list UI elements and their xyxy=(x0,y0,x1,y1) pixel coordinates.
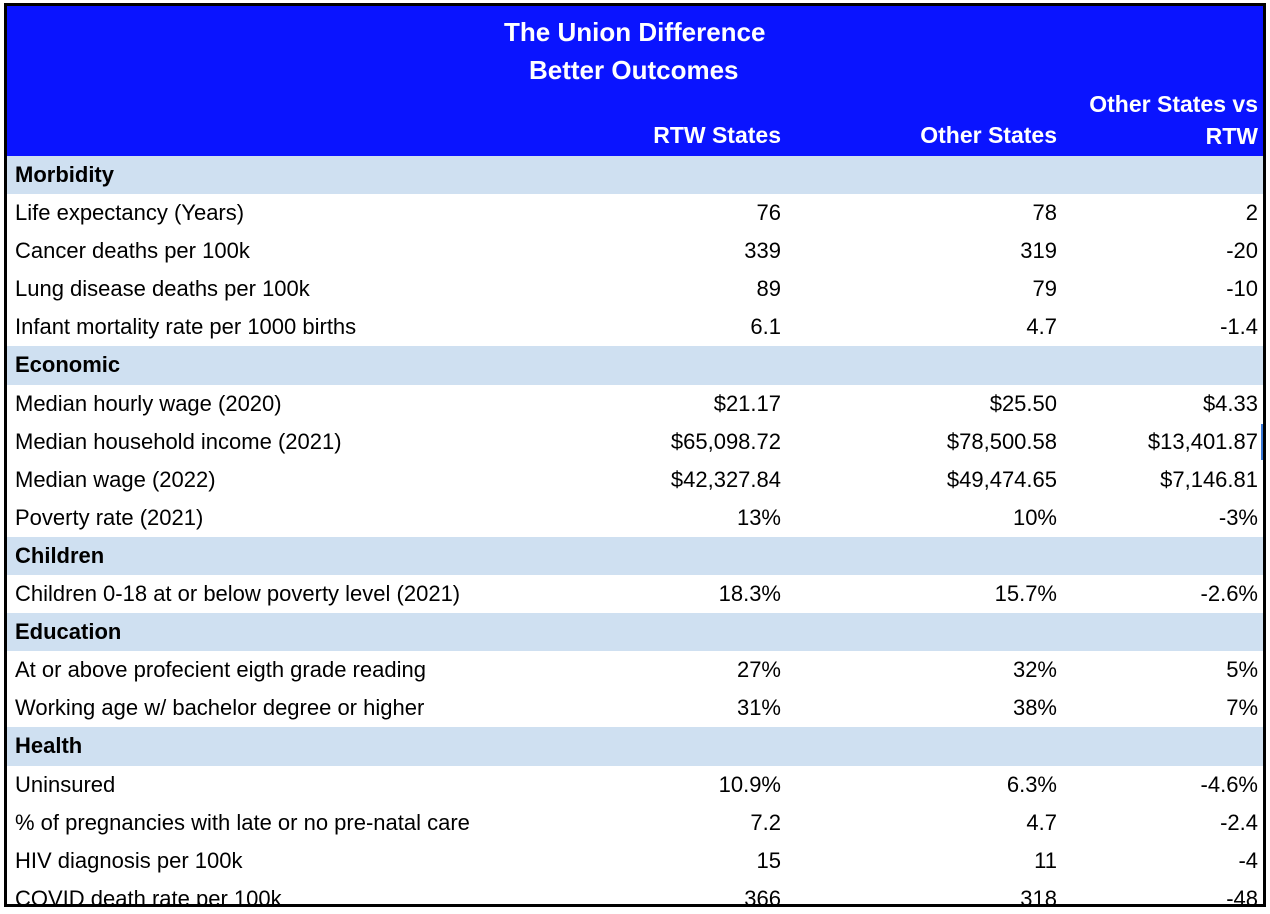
other-value: 6.3% xyxy=(1006,771,1057,797)
other-value: 10% xyxy=(1012,504,1057,530)
table-row: Children 0-18 at or below poverty level … xyxy=(7,575,1263,613)
table-title-line2: Better Outcomes xyxy=(529,55,739,85)
row-label: Lung disease deaths per 100k xyxy=(15,276,310,302)
column-header-rtw: RTW States xyxy=(653,122,781,148)
column-header-diff-line2: RTW xyxy=(1205,123,1258,149)
row-label: % of pregnancies with late or no pre-nat… xyxy=(15,809,470,835)
other-value: 15.7% xyxy=(994,581,1057,607)
row-label: Cancer deaths per 100k xyxy=(15,238,250,264)
rtw-value: 76 xyxy=(756,200,781,226)
column-header-diff: Other States vs RTW xyxy=(1089,88,1258,152)
table-row: Median household income (2021) $65,098.72… xyxy=(7,423,1263,461)
row-label: Working age w/ bachelor degree or higher xyxy=(15,695,425,721)
other-value: $78,500.58 xyxy=(946,428,1057,454)
rtw-value: 13% xyxy=(736,504,781,530)
section-label: Education xyxy=(15,619,122,645)
section-label: Economic xyxy=(15,352,121,378)
row-label: Median hourly wage (2020) xyxy=(15,390,282,416)
outcomes-table: The Union Difference Better Outcomes RTW… xyxy=(4,3,1266,907)
other-value: $49,474.65 xyxy=(946,466,1057,492)
table-row: Uninsured 10.9% 6.3% -4.6% xyxy=(7,766,1263,804)
diff-value: $13,401.87 xyxy=(1147,428,1258,454)
diff-value: -2.4 xyxy=(1220,809,1258,835)
other-value: $25.50 xyxy=(989,390,1057,416)
other-value: 79 xyxy=(1032,276,1057,302)
table-row: Infant mortality rate per 1000 births 6.1… xyxy=(7,308,1263,346)
diff-value: -20 xyxy=(1226,238,1258,264)
diff-value: 5% xyxy=(1226,657,1258,683)
other-value: 319 xyxy=(1020,238,1057,264)
diff-value: -4.6% xyxy=(1200,771,1258,797)
table-row: Median wage (2022) $42,327.84 $49,474.65 $7… xyxy=(7,461,1263,499)
diff-value: 7% xyxy=(1226,695,1258,721)
other-value: 78 xyxy=(1032,200,1057,226)
other-value: 32% xyxy=(1012,657,1057,683)
section-row: Health xyxy=(7,727,1263,766)
other-value: 4.7 xyxy=(1026,314,1057,340)
row-label: Median household income (2021) xyxy=(15,428,342,454)
row-label: At or above profecient eigth grade readi… xyxy=(15,657,426,683)
diff-value: $7,146.81 xyxy=(1160,466,1258,492)
diff-value: -10 xyxy=(1226,276,1258,302)
row-label: Poverty rate (2021) xyxy=(15,504,204,530)
other-value: 4.7 xyxy=(1026,809,1057,835)
table-row: Median hourly wage (2020) $21.17 $25.50 $4.… xyxy=(7,385,1263,423)
other-value: 38% xyxy=(1012,695,1057,721)
table-row: HIV diagnosis per 100k 15 11 -4 xyxy=(7,842,1263,880)
row-label: Children 0-18 at or below poverty level … xyxy=(15,581,461,607)
rtw-value: 339 xyxy=(744,238,781,264)
rtw-value: 6.1 xyxy=(750,314,781,340)
cell-selection-marker xyxy=(1261,424,1263,460)
section-label: Health xyxy=(15,733,83,759)
row-label: HIV diagnosis per 100k xyxy=(15,847,243,873)
diff-value: -3% xyxy=(1218,504,1258,530)
rtw-value: 10.9% xyxy=(718,771,781,797)
section-row: Economic xyxy=(7,346,1263,385)
section-label: Children xyxy=(15,542,105,568)
rtw-value: $65,098.72 xyxy=(670,428,781,454)
rtw-value: $42,327.84 xyxy=(670,466,781,492)
rtw-value: 27% xyxy=(736,657,781,683)
table-row: COVID death rate per 100k 366 318 -48 xyxy=(7,880,1263,907)
table-row: Poverty rate (2021) 13% 10% -3% xyxy=(7,499,1263,537)
row-label: Uninsured xyxy=(15,771,116,797)
row-label: Median wage (2022) xyxy=(15,466,216,492)
diff-value: -4 xyxy=(1238,847,1258,873)
table-row: % of pregnancies with late or no pre-nat… xyxy=(7,804,1263,842)
table-title-line1: The Union Difference xyxy=(504,17,766,47)
table-row: Working age w/ bachelor degree or higher… xyxy=(7,689,1263,727)
other-value: 318 xyxy=(1020,885,1057,907)
rtw-value: 15 xyxy=(756,847,781,873)
column-header-other: Other States xyxy=(920,122,1057,148)
table-row: At or above profecient eigth grade readi… xyxy=(7,651,1263,689)
section-row: Children xyxy=(7,536,1263,576)
table-header: The Union Difference Better Outcomes RTW… xyxy=(7,6,1263,156)
row-label: COVID death rate per 100k xyxy=(15,885,282,907)
rtw-value: 366 xyxy=(744,885,781,907)
diff-value: -1.4 xyxy=(1220,314,1258,340)
diff-value: $4.33 xyxy=(1202,390,1258,416)
diff-value: -2.6% xyxy=(1200,581,1258,607)
rtw-value: 31% xyxy=(736,695,781,721)
table-row: Lung disease deaths per 100k 89 79 -10 xyxy=(7,270,1263,308)
row-label: Infant mortality rate per 1000 births xyxy=(15,314,357,340)
section-row: Morbidity xyxy=(7,156,1263,195)
other-value: 11 xyxy=(1034,847,1057,873)
section-label: Morbidity xyxy=(15,162,114,187)
rtw-value: 18.3% xyxy=(718,581,781,607)
table-row: Cancer deaths per 100k 339 319 -20 xyxy=(7,232,1263,270)
rtw-value: 7.2 xyxy=(750,809,781,835)
column-header-diff-line1: Other States vs xyxy=(1089,91,1258,117)
row-label: Life expectancy (Years) xyxy=(15,200,245,226)
table-row: Life expectancy (Years) 76 78 2 xyxy=(7,194,1263,232)
diff-value: -48 xyxy=(1226,885,1258,907)
section-row: Education xyxy=(7,613,1263,652)
table-body: Morbidity Life expectancy (Years) 76 78 2 Can… xyxy=(7,156,1263,907)
rtw-value: 89 xyxy=(756,276,781,302)
diff-value: 2 xyxy=(1245,200,1258,226)
rtw-value: $21.17 xyxy=(713,390,781,416)
